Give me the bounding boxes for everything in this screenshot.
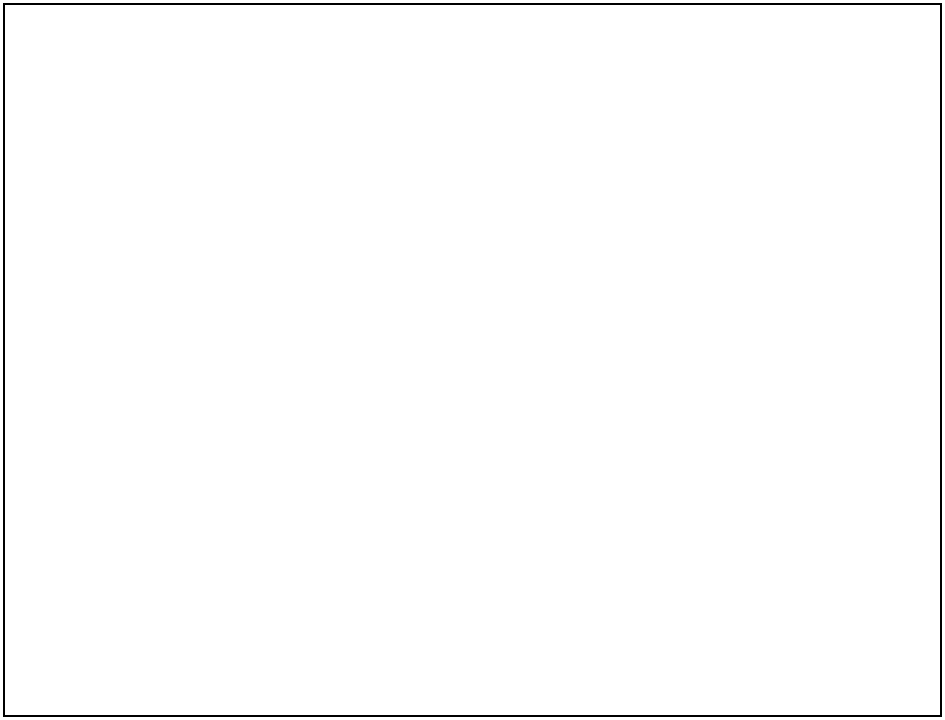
page-footer [0,690,945,706]
